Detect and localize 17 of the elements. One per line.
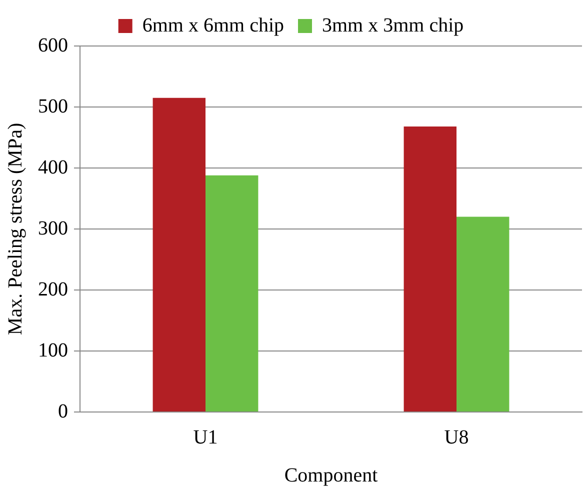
- y-tick-label: 600: [38, 34, 68, 56]
- y-tick-label: 0: [58, 400, 68, 422]
- y-tick-label: 500: [38, 95, 68, 118]
- bar: [206, 175, 258, 412]
- x-tick-label: U1: [193, 426, 218, 448]
- legend-label: 3mm x 3mm chip: [322, 14, 464, 36]
- y-tick-label: 400: [38, 156, 68, 178]
- y-axis-title: Max. Peeling stress (MPa): [4, 122, 26, 336]
- bar: [456, 216, 510, 412]
- legend-label: 6mm x 6mm chip: [142, 14, 284, 36]
- x-axis-title: Component: [284, 464, 378, 486]
- x-tick-label: U8: [444, 426, 469, 448]
- y-tick-label: 100: [38, 339, 68, 362]
- y-tick-label: 300: [38, 217, 68, 240]
- bar: [404, 126, 456, 412]
- y-tick-label: 200: [38, 278, 68, 300]
- bar: [152, 98, 206, 412]
